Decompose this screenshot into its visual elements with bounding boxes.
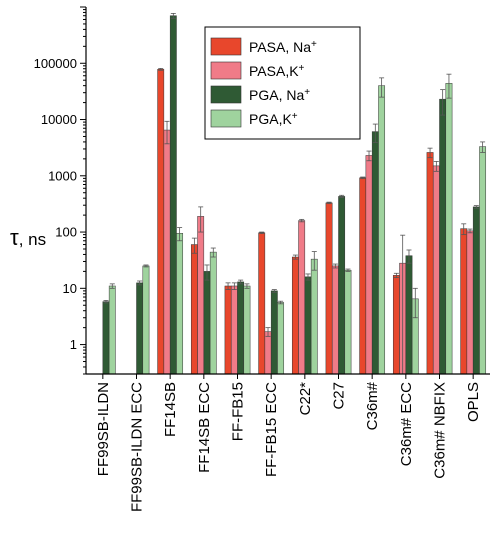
y-tick-label: 100 <box>55 225 77 240</box>
x-tick-label: FF99SB-ILDN <box>95 382 112 476</box>
bar <box>479 146 487 375</box>
bar <box>270 290 278 375</box>
bar <box>243 285 251 375</box>
axes-layer: 1 10 100 1000 10000 100000 τ, ns FF99SB-ILDN FF9… <box>10 6 490 512</box>
bar <box>291 256 299 375</box>
error-bars-layer <box>103 12 486 375</box>
bar <box>163 129 171 375</box>
y-tick-label: 10000 <box>41 112 77 127</box>
bar <box>209 251 217 375</box>
bar <box>277 302 285 375</box>
bar <box>258 232 266 375</box>
bar <box>460 228 468 375</box>
bar <box>344 269 352 375</box>
bar <box>439 98 447 375</box>
legend: PASA, Na+PASA,K+PGA, Na+PGA,K+ <box>204 26 361 140</box>
bar <box>224 285 232 375</box>
legend-swatch <box>210 85 242 104</box>
bar <box>371 131 379 375</box>
x-tick-label: OPLS <box>465 382 482 422</box>
bar <box>331 265 339 375</box>
bar <box>432 165 440 375</box>
legend-label: PGA, Na+ <box>249 87 310 104</box>
legend-label-text: PASA,K <box>249 63 299 79</box>
bar <box>142 265 150 375</box>
bar <box>176 233 184 375</box>
bars-layer <box>102 15 487 375</box>
bar <box>136 282 144 375</box>
bar <box>359 177 367 375</box>
x-tick-label: FF99SB-ILDN ECC <box>129 382 146 512</box>
bar <box>310 258 318 375</box>
x-tick-label: FF-FB15 ECC <box>263 382 280 477</box>
legend-label: PGA,K+ <box>249 111 298 128</box>
bar <box>108 285 116 375</box>
bar <box>378 85 386 375</box>
y-axis-title-symbol: τ <box>10 225 19 250</box>
y-axis-title: τ, ns <box>10 225 46 250</box>
y-tick-label: 100000 <box>34 56 77 71</box>
bar <box>405 255 413 375</box>
x-tick-label: FF-FB15 <box>230 382 247 441</box>
legend-swatch <box>210 37 242 56</box>
bar <box>304 276 312 375</box>
bar <box>203 271 211 375</box>
bar <box>197 216 205 375</box>
bar <box>338 196 346 375</box>
y-axis-title-unit: , ns <box>19 230 46 249</box>
legend-swatch <box>210 61 242 80</box>
x-tick-label: FF14SB ECC <box>196 382 213 473</box>
bar <box>298 220 306 375</box>
legend-label: PASA,K+ <box>249 63 305 80</box>
bar <box>190 244 198 375</box>
legend-label-superscript: + <box>299 63 305 74</box>
x-tick-label: C36m# ECC <box>398 382 415 466</box>
bar <box>392 275 400 375</box>
bar <box>365 155 373 375</box>
y-tick-label: 10 <box>63 281 77 296</box>
legend-label-text: PGA, Na <box>249 87 304 103</box>
bar <box>264 331 272 375</box>
x-tick-label: C27 <box>331 382 348 410</box>
bar <box>426 152 434 375</box>
legend-label-text: PASA, Na <box>249 39 311 55</box>
bar <box>237 281 245 375</box>
bar <box>102 301 110 375</box>
legend-label: PASA, Na+ <box>249 39 317 56</box>
legend-label-superscript: + <box>292 111 298 122</box>
x-tick-label: C36m# NBFIX <box>432 382 449 479</box>
bar <box>230 285 238 375</box>
bar <box>472 206 480 375</box>
legend-label-text: PGA,K <box>249 111 292 127</box>
legend-label-superscript: + <box>304 87 310 98</box>
bar <box>466 230 474 375</box>
x-tick-label: C36m# <box>364 381 381 430</box>
x-tick-label: C22* <box>297 382 314 416</box>
x-tick-label: FF14SB <box>162 382 179 437</box>
legend-label-superscript: + <box>311 39 317 50</box>
bar <box>445 83 453 375</box>
legend-swatch <box>210 109 242 128</box>
bar <box>157 69 165 375</box>
bar <box>169 15 177 375</box>
bar <box>325 202 333 375</box>
y-tick-label: 1 <box>70 337 77 352</box>
y-tick-label: 1000 <box>48 168 77 183</box>
